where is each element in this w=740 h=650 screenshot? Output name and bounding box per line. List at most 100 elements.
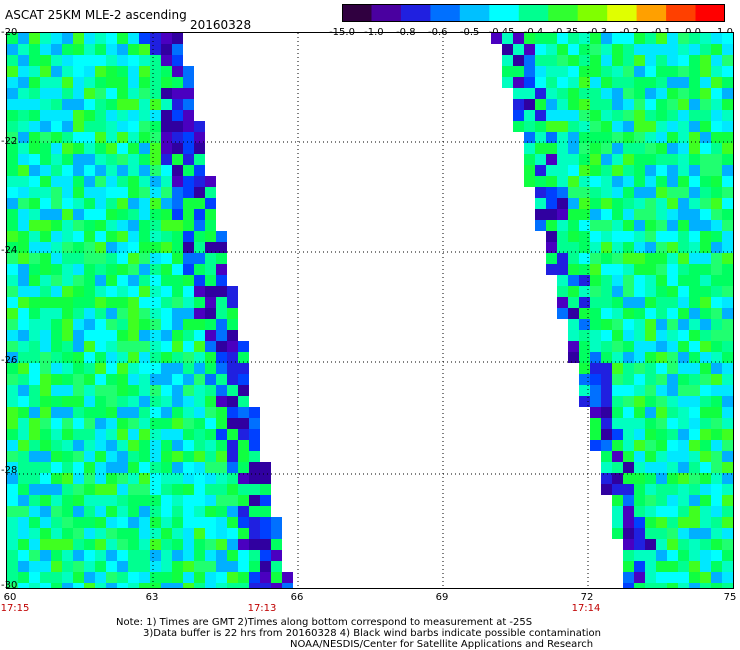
swath-cell <box>722 198 733 209</box>
swath-cell <box>227 517 238 528</box>
swath-cell <box>689 440 700 451</box>
swath-cell <box>623 429 634 440</box>
swath-cell <box>194 451 205 462</box>
swath-cell <box>205 451 216 462</box>
swath-cell <box>117 165 128 176</box>
swath-cell <box>62 231 73 242</box>
swath-cell <box>172 121 183 132</box>
swath-cell <box>18 198 29 209</box>
swath-cell <box>513 99 524 110</box>
swath-cell <box>645 110 656 121</box>
swath-cell <box>117 539 128 550</box>
swath-cell <box>172 550 183 561</box>
swath-cell <box>623 66 634 77</box>
swath-cell <box>205 253 216 264</box>
colorbar <box>342 4 725 22</box>
swath-cell <box>51 88 62 99</box>
swath-cell <box>612 473 623 484</box>
swath-cell <box>513 44 524 55</box>
swath-cell <box>95 341 106 352</box>
swath-cell <box>183 473 194 484</box>
swath-cell <box>238 583 249 588</box>
swath-cell <box>260 484 271 495</box>
swath-cell <box>7 231 18 242</box>
swath-cell <box>601 121 612 132</box>
swath-cell <box>161 275 172 286</box>
swath-cell <box>139 154 150 165</box>
swath-cell <box>18 385 29 396</box>
swath-cell <box>139 99 150 110</box>
swath-cell <box>183 385 194 396</box>
swath-cell <box>623 385 634 396</box>
swath-cell <box>689 297 700 308</box>
swath-cell <box>634 253 645 264</box>
swath-cell <box>40 165 51 176</box>
swath-cell <box>117 572 128 583</box>
swath-cell <box>128 220 139 231</box>
swath-cell <box>535 132 546 143</box>
swath-cell <box>711 220 722 231</box>
swath-cell <box>7 429 18 440</box>
swath-cell <box>568 286 579 297</box>
swath-cell <box>172 363 183 374</box>
swath-cell <box>722 495 733 506</box>
swath-cell <box>73 473 84 484</box>
swath-cell <box>95 66 106 77</box>
swath-cell <box>29 121 40 132</box>
swath-cell <box>282 572 293 583</box>
swath-cell <box>51 176 62 187</box>
swath-cell <box>117 583 128 588</box>
swath-cell <box>51 77 62 88</box>
swath-cell <box>150 440 161 451</box>
swath-cell <box>546 220 557 231</box>
swath-cell <box>711 275 722 286</box>
swath-cell <box>29 154 40 165</box>
swath-cell <box>150 517 161 528</box>
swath-cell <box>535 44 546 55</box>
swath-cell <box>271 550 282 561</box>
swath-cell <box>95 352 106 363</box>
swath-cell <box>656 88 667 99</box>
swath-cell <box>84 396 95 407</box>
swath-cell <box>623 550 634 561</box>
swath-cell <box>183 517 194 528</box>
swath-cell <box>7 374 18 385</box>
swath-cell <box>711 55 722 66</box>
swath-cell <box>722 528 733 539</box>
swath-cell <box>612 308 623 319</box>
swath-cell <box>579 374 590 385</box>
swath-cell <box>711 286 722 297</box>
swath-cell <box>139 33 150 44</box>
swath-cell <box>128 253 139 264</box>
swath-cell <box>73 198 84 209</box>
swath-cell <box>194 385 205 396</box>
swath-cell <box>7 528 18 539</box>
swath-cell <box>62 220 73 231</box>
swath-cell <box>568 341 579 352</box>
swath-cell <box>7 583 18 588</box>
swath-cell <box>590 132 601 143</box>
swath-cell <box>40 77 51 88</box>
swath-cell <box>194 429 205 440</box>
swath-cell <box>29 396 40 407</box>
lat-label: -30 <box>1 580 18 591</box>
swath-cell <box>150 132 161 143</box>
swath-cell <box>7 495 18 506</box>
swath-cell <box>568 242 579 253</box>
swath-cell <box>590 143 601 154</box>
swath-cell <box>524 165 535 176</box>
swath-cell <box>183 198 194 209</box>
swath-cell <box>205 561 216 572</box>
swath-cell <box>722 77 733 88</box>
swath-cell <box>711 451 722 462</box>
swath-cell <box>678 550 689 561</box>
swath-cell <box>40 242 51 253</box>
swath-cell <box>645 165 656 176</box>
swath-cell <box>612 44 623 55</box>
swath-cell <box>722 561 733 572</box>
swath-cell <box>678 583 689 588</box>
swath-cell <box>568 33 579 44</box>
swath-cell <box>623 330 634 341</box>
swath-cell <box>667 374 678 385</box>
swath-cell <box>579 132 590 143</box>
